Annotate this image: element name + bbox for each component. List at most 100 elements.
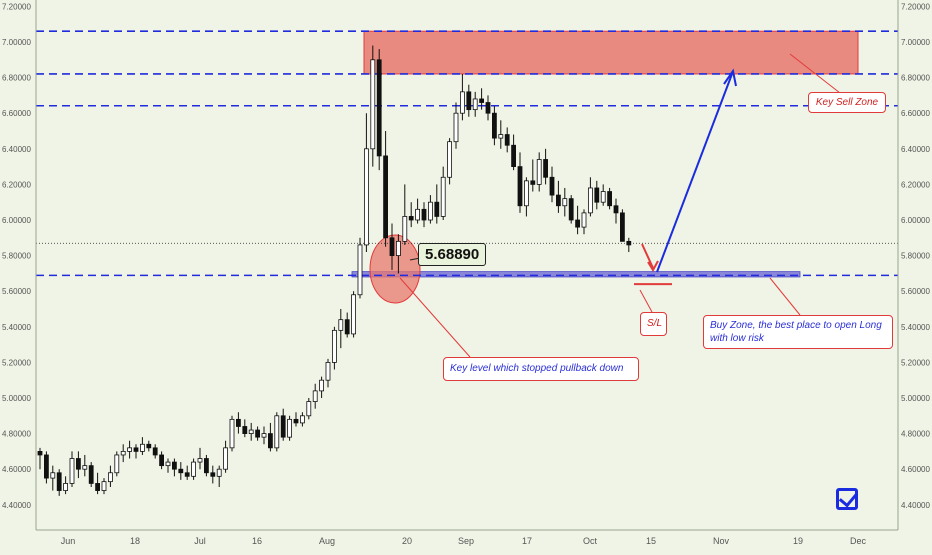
candle-body xyxy=(543,159,548,178)
candle-body xyxy=(581,212,587,228)
stop-loss-label: S/L xyxy=(640,312,667,336)
y-axis-right-bg xyxy=(898,0,932,550)
candle-body xyxy=(184,472,190,477)
y-tick-label-right: 5.80000 xyxy=(901,252,930,261)
y-tick-label-right: 6.00000 xyxy=(901,216,930,225)
y-tick-label-left: 6.00000 xyxy=(2,216,31,225)
candle-body xyxy=(63,483,68,491)
candle-body xyxy=(344,319,350,335)
candle-body xyxy=(274,415,280,449)
y-tick-label-left: 4.60000 xyxy=(2,465,31,474)
candle-body xyxy=(434,201,440,217)
candle-body xyxy=(588,187,593,214)
candle-body xyxy=(351,294,357,335)
candle-body xyxy=(491,112,497,139)
buy-zone xyxy=(351,271,801,278)
x-tick-label: Nov xyxy=(713,536,730,546)
candle-body xyxy=(389,237,395,257)
candle-body xyxy=(146,443,152,449)
candle-body xyxy=(504,134,510,146)
y-tick-label-left: 6.80000 xyxy=(2,74,31,83)
candle-body xyxy=(466,91,472,111)
candle-body xyxy=(447,141,453,178)
candle-body xyxy=(517,166,523,207)
y-tick-label-right: 6.80000 xyxy=(901,74,930,83)
candle-body xyxy=(575,219,580,228)
candle-body xyxy=(159,454,165,467)
x-tick-label: 16 xyxy=(252,536,262,546)
candle-body xyxy=(408,216,414,221)
key-level-connector xyxy=(399,277,471,358)
candle-body xyxy=(607,191,612,207)
candle-body xyxy=(216,468,222,477)
candle-body xyxy=(312,390,318,402)
buy-zone-connector xyxy=(769,277,801,316)
candle-body xyxy=(261,433,267,438)
candle-body xyxy=(613,205,619,214)
candle-body xyxy=(203,458,209,474)
candle-body xyxy=(524,180,529,207)
candle-body xyxy=(370,59,376,150)
y-tick-label-left: 5.40000 xyxy=(2,323,31,332)
candle-body xyxy=(331,329,337,363)
y-tick-label-left: 5.80000 xyxy=(2,252,31,261)
candle-body xyxy=(530,180,536,185)
x-tick-label: 19 xyxy=(793,536,803,546)
candle-body xyxy=(88,465,94,484)
candle-body xyxy=(133,447,139,452)
candle-body xyxy=(197,458,203,463)
y-tick-label-left: 6.20000 xyxy=(2,180,31,189)
candle-body xyxy=(95,483,100,491)
y-tick-label-left: 4.40000 xyxy=(2,501,31,510)
key-level-label: Key level which stopped pullback down xyxy=(443,357,639,381)
sell-zone-connector xyxy=(789,53,841,94)
y-tick-label-right: 7.00000 xyxy=(901,38,930,47)
candle-body xyxy=(568,198,574,221)
candle-body xyxy=(248,429,254,435)
x-tick-label: Aug xyxy=(319,536,335,546)
y-tick-label-left: 7.20000 xyxy=(2,2,31,11)
candle-body xyxy=(338,319,344,331)
candle-body xyxy=(37,450,43,456)
x-tick-label: 15 xyxy=(646,536,656,546)
candle-body xyxy=(594,187,600,203)
y-tick-label-right: 5.60000 xyxy=(901,287,930,296)
candle-body xyxy=(395,240,401,257)
candle-body xyxy=(383,155,389,239)
candle-body xyxy=(178,468,184,474)
candle-body xyxy=(267,433,273,449)
candle-body xyxy=(171,461,177,470)
candle-body xyxy=(44,454,49,479)
candle-body xyxy=(325,361,331,381)
y-tick-label-left: 7.00000 xyxy=(2,38,31,47)
x-tick-label: 20 xyxy=(402,536,412,546)
stop-loss-connector xyxy=(639,289,653,313)
candle-body xyxy=(101,481,107,491)
buy-zone-label: Buy Zone, the best place to open Long wi… xyxy=(703,315,893,349)
y-tick-label-left: 6.60000 xyxy=(2,109,31,118)
x-tick-label: Oct xyxy=(583,536,598,546)
y-tick-label-right: 6.60000 xyxy=(901,109,930,118)
candle-body xyxy=(421,208,427,221)
projection-arrow xyxy=(656,73,733,273)
candle-body xyxy=(415,208,421,221)
candle-body xyxy=(427,201,433,221)
candle-body xyxy=(293,418,299,424)
y-tick-label-left: 4.80000 xyxy=(2,430,31,439)
candle-body xyxy=(376,59,382,157)
candle-body xyxy=(472,98,478,111)
candle-body xyxy=(229,418,235,449)
candle-body xyxy=(165,461,171,467)
y-tick-label-left: 6.40000 xyxy=(2,145,31,154)
candle-body xyxy=(357,244,363,296)
candle-body xyxy=(498,134,504,139)
candle-body xyxy=(114,454,120,474)
y-tick-label-left: 5.20000 xyxy=(2,358,31,367)
candle-body xyxy=(306,401,312,417)
y-tick-label-right: 7.20000 xyxy=(901,2,930,11)
candle-body xyxy=(223,447,229,470)
candle-body xyxy=(242,426,248,435)
candle-body xyxy=(210,472,216,477)
